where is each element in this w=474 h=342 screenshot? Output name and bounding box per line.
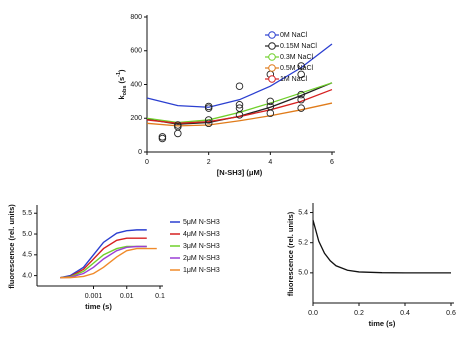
- data-point: [204, 102, 213, 111]
- chart-panel: 4.0 4.5 5.0 5.5 0.001 0.01 0.1 time (s) fluoresc…: [7, 204, 220, 311]
- y-axis-label: fluorescence (rel. units): [7, 204, 16, 289]
- x-tick-label: 2: [207, 159, 211, 166]
- y-axis-label-part: fluorescence (rel. units): [286, 211, 295, 296]
- x-tick-label: 0.6: [446, 310, 456, 317]
- x-tick-label: 0.1: [155, 293, 165, 300]
- x-tick-label: 0.0: [308, 310, 318, 317]
- data-point: [297, 70, 305, 79]
- legend-label: 2μM N-SH3: [183, 255, 220, 262]
- y-tick-label: 4.5: [22, 252, 32, 259]
- legend-label: 4μM N-SH3: [183, 231, 220, 238]
- y-tick-label: 800: [130, 14, 142, 21]
- legend-marker: [268, 42, 276, 50]
- data-point: [297, 95, 305, 104]
- y-tick-label: 5.4: [298, 209, 308, 216]
- x-tick-label: 0.01: [120, 293, 134, 300]
- legend-label: 5μM N-SH3: [183, 219, 220, 226]
- x-axis-label: time (s): [85, 302, 112, 311]
- series-line: [60, 245, 147, 279]
- x-tick-label: 6: [330, 159, 334, 166]
- data-point: [174, 121, 182, 129]
- data-point: [266, 97, 275, 106]
- y-tick-label: 0: [138, 149, 142, 156]
- chart-panel: 5.0 5.2 5.4 0.0 0.2 0.4 0.6 time (s) fluorescenc…: [286, 203, 456, 328]
- y-axis-label-part: (s: [117, 77, 126, 86]
- legend-marker: [268, 64, 276, 72]
- legend-label: 0M NaCl: [280, 32, 308, 39]
- x-tick-label: 0: [145, 159, 149, 166]
- data-point: [266, 102, 275, 111]
- y-axis-label-part: fluorescence (rel. units): [7, 204, 16, 289]
- series-line: [60, 229, 147, 279]
- x-axis-label: [N-SH3] (μM): [217, 168, 263, 177]
- data-point: [174, 129, 182, 138]
- y-axis-label-part: k: [117, 95, 126, 100]
- y-tick-label: 200: [130, 115, 142, 122]
- series-line: [146, 102, 333, 127]
- legend-marker: [268, 53, 276, 61]
- y-tick-label: 5.2: [298, 240, 308, 247]
- y-tick-label: 5.5: [22, 210, 32, 217]
- chart-panel: 0 200 400 600 800 0 2 4 6 [N-SH3] (μM) kobs (s-1) 0…: [116, 14, 335, 177]
- series-line: [60, 247, 157, 279]
- data-point: [204, 119, 213, 128]
- y-axis-label-part: obs: [122, 86, 128, 96]
- data-point: [158, 133, 167, 141]
- y-tick-label: 600: [130, 48, 142, 55]
- x-tick-label: 0.001: [85, 293, 103, 300]
- series-line: [146, 82, 333, 124]
- legend-label: 0.5M NaCl: [280, 65, 314, 72]
- y-axis-label-part: -1: [116, 72, 122, 77]
- legend-label: 0.15M NaCl: [280, 43, 317, 50]
- y-axis-label-part: ): [117, 69, 126, 72]
- legend-label: 3μM N-SH3: [183, 243, 220, 250]
- data-point: [297, 104, 305, 112]
- legend-marker: [268, 75, 276, 83]
- series-line: [312, 219, 451, 274]
- series-line: [146, 43, 333, 108]
- y-tick-label: 5.0: [298, 270, 308, 277]
- x-tick-label: 0.4: [400, 310, 410, 317]
- legend-label: 1μM N-SH3: [183, 267, 220, 274]
- data-point: [235, 82, 244, 90]
- legend-marker: [268, 31, 276, 39]
- y-tick-label: 4.0: [22, 272, 32, 279]
- series-line: [60, 237, 147, 279]
- data-point: [235, 104, 244, 112]
- data-point: [204, 116, 213, 124]
- data-point: [297, 90, 305, 99]
- x-axis-label: time (s): [369, 319, 396, 328]
- legend-label: 0.3M NaCl: [280, 54, 314, 61]
- legend-label: 1M NaCl: [280, 76, 308, 83]
- x-tick-label: 4: [268, 159, 272, 166]
- data-point: [235, 100, 244, 109]
- y-tick-label: 400: [130, 81, 142, 88]
- x-tick-label: 0.2: [354, 310, 364, 317]
- y-axis-label: kobs (s-1): [116, 69, 128, 100]
- data-point: [297, 62, 305, 70]
- y-axis-label: fluorescence (rel. units): [286, 211, 295, 296]
- y-tick-label: 5.0: [22, 231, 32, 238]
